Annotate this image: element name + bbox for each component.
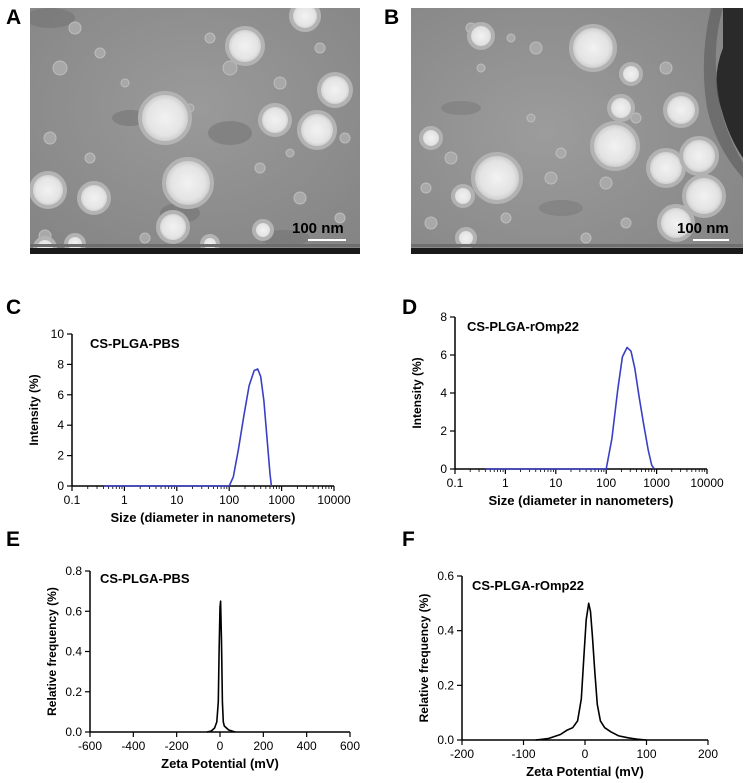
y-tick-label: 0.0 [65,725,82,739]
y-tick-label: 10 [51,327,65,341]
x-tick-label: 100 [596,476,616,490]
x-tick-label: -100 [511,747,535,761]
chart-title: CS-PLGA-rOmp22 [472,578,584,593]
panel-letter-f: F [402,528,415,551]
x-tick-label: 200 [253,739,273,753]
series-line [485,346,655,470]
x-tick-label: -400 [121,739,145,753]
y-axis-label: Relative frequency (%) [417,594,431,723]
y-tick-label: 0.2 [437,678,454,692]
y-tick-label: 0.4 [65,645,82,659]
x-tick-label: 100 [219,493,239,507]
chart-title: CS-PLGA-rOmp22 [467,319,579,334]
x-tick-label: 0 [217,739,224,753]
y-tick-label: 4 [57,418,64,432]
x-tick-label: 0.1 [447,476,464,490]
chart-title: CS-PLGA-PBS [100,571,190,586]
series-line [535,602,647,741]
x-tick-label: -600 [78,739,102,753]
panel-letter-d: D [402,296,418,319]
x-tick-label: 400 [297,739,317,753]
x-tick-label: 1000 [643,476,670,490]
x-tick-label: 0 [582,747,589,761]
panel-letter-c: C [6,296,22,319]
x-tick-label: 100 [636,747,656,761]
x-axis-label: Zeta Potential (mV) [526,764,644,779]
x-tick-label: -200 [450,747,474,761]
chart-f-zeta-potential: 0.0 0.2 0.4 0.6 -200 -100 0 100 200 CS-PLGA-rOmp2… [375,540,750,783]
x-axis-label: Size (diameter in nanometers) [111,510,296,525]
y-tick-label: 8 [440,310,447,324]
x-tick-label: -200 [165,739,189,753]
panel-letter-b: B [384,6,400,29]
y-tick-label: 0.4 [437,624,454,638]
y-tick-label: 0.0 [437,733,454,747]
x-axis-label: Zeta Potential (mV) [161,756,279,771]
y-axis-label: Relative frequency (%) [45,587,59,716]
x-tick-label: 10000 [690,476,724,490]
x-tick-label: 10 [170,493,184,507]
x-tick-label: 1 [502,476,509,490]
chart-title: CS-PLGA-PBS [90,336,180,351]
y-tick-label: 0.2 [65,685,82,699]
y-tick-label: 2 [440,424,447,438]
y-tick-label: 0 [57,479,64,493]
x-tick-label: 600 [340,739,360,753]
y-tick-label: 4 [440,386,447,400]
y-axis-label: Intensity (%) [27,374,41,445]
chart-e-zeta-potential: 0.0 0.2 0.4 0.6 0.8 -600 -400 -200 0 200 400 600 CS-… [0,540,372,783]
x-tick-label: 10000 [317,493,351,507]
x-axis-label: Size (diameter in nanometers) [489,493,674,508]
panel-letter-e: E [6,528,21,551]
y-tick-label: 0.6 [65,604,82,618]
panel-letter-a: A [6,6,22,29]
y-tick-label: 6 [57,388,64,402]
scale-bar-label: 100 nm [292,220,344,237]
y-tick-label: 2 [57,449,64,463]
series-line [103,368,273,487]
y-tick-label: 6 [440,348,447,362]
chart-c-size-distribution: 0 2 4 6 8 10 0.1 1 10 100 1000 10000 CS-PLGA-PBS Size… [0,300,372,530]
x-tick-label: 1000 [268,493,295,507]
tem-micrograph-b: 100 nm [411,8,743,254]
chart-d-size-distribution: 0 2 4 6 8 0.1 1 10 100 1000 10000 CS-PLGA-rOmp22 Siz… [375,300,750,530]
tem-micrograph-a: 100 nm [30,8,360,254]
y-tick-label: 0.8 [65,564,82,578]
scale-bar-label: 100 nm [677,220,729,237]
x-tick-label: 200 [698,747,718,761]
y-tick-label: 0.6 [437,569,454,583]
y-axis-label: Intensity (%) [410,357,424,428]
x-tick-label: 0.1 [64,493,81,507]
y-tick-label: 0 [440,462,447,476]
x-tick-label: 1 [121,493,128,507]
y-tick-label: 8 [57,357,64,371]
series-line [206,600,236,733]
x-tick-label: 10 [549,476,563,490]
